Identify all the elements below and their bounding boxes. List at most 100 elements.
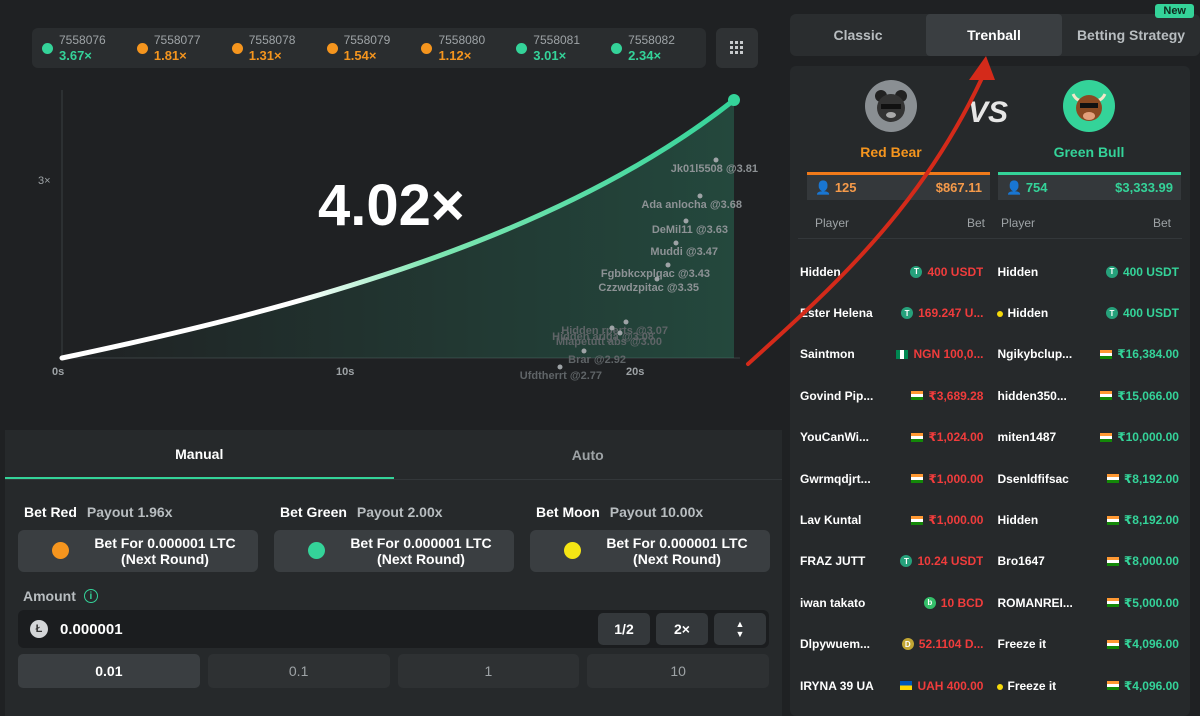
- team-red: Red Bear: [796, 80, 986, 160]
- india-flag-icon: [911, 474, 924, 484]
- player-name[interactable]: Hidden: [997, 264, 1039, 279]
- history-item[interactable]: 7558079 1.54×: [326, 33, 422, 63]
- player-name[interactable]: Freeze it: [1007, 678, 1057, 693]
- history-grid-button[interactable]: [716, 28, 758, 68]
- cashout-marker: Ada anlocha @3.68: [641, 193, 742, 211]
- cashout-label: Jk01l5508 @3.81: [671, 163, 758, 175]
- india-flag-icon: [1100, 349, 1113, 359]
- bet-amount: ₹3,689.28: [928, 388, 984, 403]
- player-name[interactable]: Lav Kuntal: [800, 513, 862, 528]
- india-flag-icon: [911, 391, 924, 401]
- player-name[interactable]: hidden350...: [997, 388, 1067, 403]
- stepper-button[interactable]: ▲ ▼: [714, 613, 766, 645]
- bet-moon-button[interactable]: Bet For 0.000001 LTC (Next Round): [530, 530, 770, 572]
- cashout-dot: [697, 193, 703, 199]
- cashout-marker: Hidden ariga @3.08: [552, 325, 654, 343]
- player-name[interactable]: miten1487: [997, 430, 1057, 445]
- round-multiplier: 3.01×: [533, 48, 567, 63]
- history-item[interactable]: 7558080 1.12×: [421, 33, 516, 63]
- player-name[interactable]: Saintmon: [800, 347, 855, 362]
- cashout-label: Brar @2.92: [568, 354, 626, 366]
- bet-red-title: Bet Red: [24, 504, 77, 520]
- status-dot-icon: [997, 311, 1004, 318]
- tab-classic[interactable]: Classic: [833, 27, 883, 43]
- history-item[interactable]: 7558081 3.01×: [516, 33, 611, 63]
- history-item[interactable]: 7558078 1.31×: [231, 33, 327, 63]
- player-name[interactable]: IRYNA 39 UA: [800, 678, 874, 693]
- bet-row: Hidden T 400 USDT Hidden T 400 USDT: [800, 251, 1185, 292]
- player-name[interactable]: Dlpywuem...: [800, 637, 871, 652]
- player-name[interactable]: Dsenldfifsac: [997, 471, 1069, 486]
- round-multiplier: 2.34×: [628, 48, 662, 63]
- cashout-marker: Jk01l5508 @3.81: [671, 157, 758, 175]
- bet-row: Saintmon NGN 100,0... Ngikybclup... ₹16,…: [800, 334, 1185, 375]
- nigeria-flag-icon: [896, 349, 909, 359]
- round-multiplier: 1.12×: [438, 48, 472, 63]
- history-item[interactable]: 7558082 2.34×: [611, 33, 706, 63]
- quick-amount-button[interactable]: 0.01: [18, 654, 200, 688]
- amount-input[interactable]: 0.000001: [60, 620, 123, 638]
- india-flag-icon: [911, 515, 924, 525]
- bet-row: Lav Kuntal ₹1,000.00 Hidden ₹8,192.00: [800, 499, 1185, 540]
- player-name[interactable]: iwan takato: [800, 595, 866, 610]
- bear-avatar-icon: [865, 80, 917, 132]
- status-dot-icon: [997, 683, 1004, 690]
- player-name[interactable]: Hidden: [800, 264, 841, 279]
- cashout-dot: [713, 157, 719, 163]
- double-button[interactable]: 2×: [656, 613, 708, 645]
- curve-area: [62, 100, 734, 358]
- status-dot-icon: [136, 42, 148, 54]
- player-name[interactable]: Ester Helena: [800, 306, 873, 321]
- crash-chart: 3× 0s 10s 20s Jk01l5508 @3.81 Ada anlocha…: [38, 90, 758, 382]
- cashout-label: Fgbbkcxplqac @3.43: [601, 268, 710, 280]
- bet-moon-column: Bet Moon Payout 10.00x Bet For 0.000001 L…: [530, 504, 770, 572]
- chevron-down-icon: ▼: [735, 629, 745, 639]
- tab-manual[interactable]: Manual: [5, 430, 394, 479]
- quick-amount-button[interactable]: 0.1: [207, 654, 390, 688]
- bet-amount: ₹1,024.00: [928, 430, 984, 445]
- india-flag-icon: [1106, 598, 1119, 608]
- usdt-coin-icon: T: [1105, 307, 1118, 320]
- usdt-coin-icon: T: [901, 307, 914, 320]
- player-name[interactable]: Hidden: [1007, 306, 1049, 321]
- history-item[interactable]: 7558076 3.67×: [42, 33, 137, 63]
- red-dot-icon: [52, 542, 69, 559]
- bet-amount: ₹4,096.00: [1123, 678, 1179, 693]
- player-name[interactable]: Freeze it: [997, 637, 1047, 652]
- player-name[interactable]: YouCanWi...: [800, 430, 869, 445]
- bcd-coin-icon: b: [923, 596, 936, 609]
- info-icon[interactable]: i: [83, 589, 98, 603]
- round-id: 7558079: [343, 33, 391, 47]
- player-name[interactable]: Hidden: [997, 513, 1039, 528]
- round-id: 7558082: [628, 33, 675, 47]
- bet-row: Gwrmqdjrt... ₹1,000.00 Dsenldfifsac ₹8,1…: [800, 458, 1185, 499]
- player-name[interactable]: Govind Pip...: [800, 388, 874, 403]
- round-multiplier: 3.67×: [59, 48, 92, 63]
- player-name[interactable]: ROMANREI...: [997, 595, 1073, 610]
- player-name[interactable]: Bro1647: [997, 554, 1045, 569]
- player-name[interactable]: Gwrmqdjrt...: [800, 471, 871, 486]
- player-name[interactable]: Ngikybclup...: [997, 347, 1073, 362]
- bet-header: Bet: [966, 216, 985, 230]
- tab-trenball[interactable]: Trenball: [926, 14, 1062, 56]
- chevron-up-icon: ▲: [735, 619, 745, 629]
- history-item[interactable]: 7558077 1.81×: [136, 33, 232, 63]
- cashout-marker: Muddi @3.47: [650, 240, 718, 258]
- bet-amount: UAH 400.00: [917, 678, 984, 693]
- player-name[interactable]: FRAZ JUTT: [800, 554, 866, 569]
- red-total: $867.11: [935, 180, 982, 195]
- quick-amount-button[interactable]: 1: [397, 654, 580, 688]
- round-multiplier: 1.54×: [343, 48, 377, 63]
- cashout-label: Ada anlocha @3.68: [641, 199, 742, 211]
- cashout-dot: [617, 330, 623, 336]
- cashout-dot: [609, 325, 615, 331]
- bet-moon-sublabel: (Next Round): [633, 551, 721, 567]
- tab-auto[interactable]: Auto: [571, 446, 604, 463]
- moon-dot-icon: [564, 542, 581, 559]
- quick-amount-button[interactable]: 10: [587, 654, 769, 688]
- bet-moon-payout: Payout 10.00x: [609, 504, 704, 520]
- bet-red-button[interactable]: Bet For 0.000001 LTC (Next Round): [18, 530, 258, 572]
- half-button[interactable]: 1/2: [598, 613, 650, 645]
- bet-green-button[interactable]: Bet For 0.000001 LTC (Next Round): [274, 530, 514, 572]
- tab-betting-strategy[interactable]: Betting Strategy: [1076, 27, 1186, 43]
